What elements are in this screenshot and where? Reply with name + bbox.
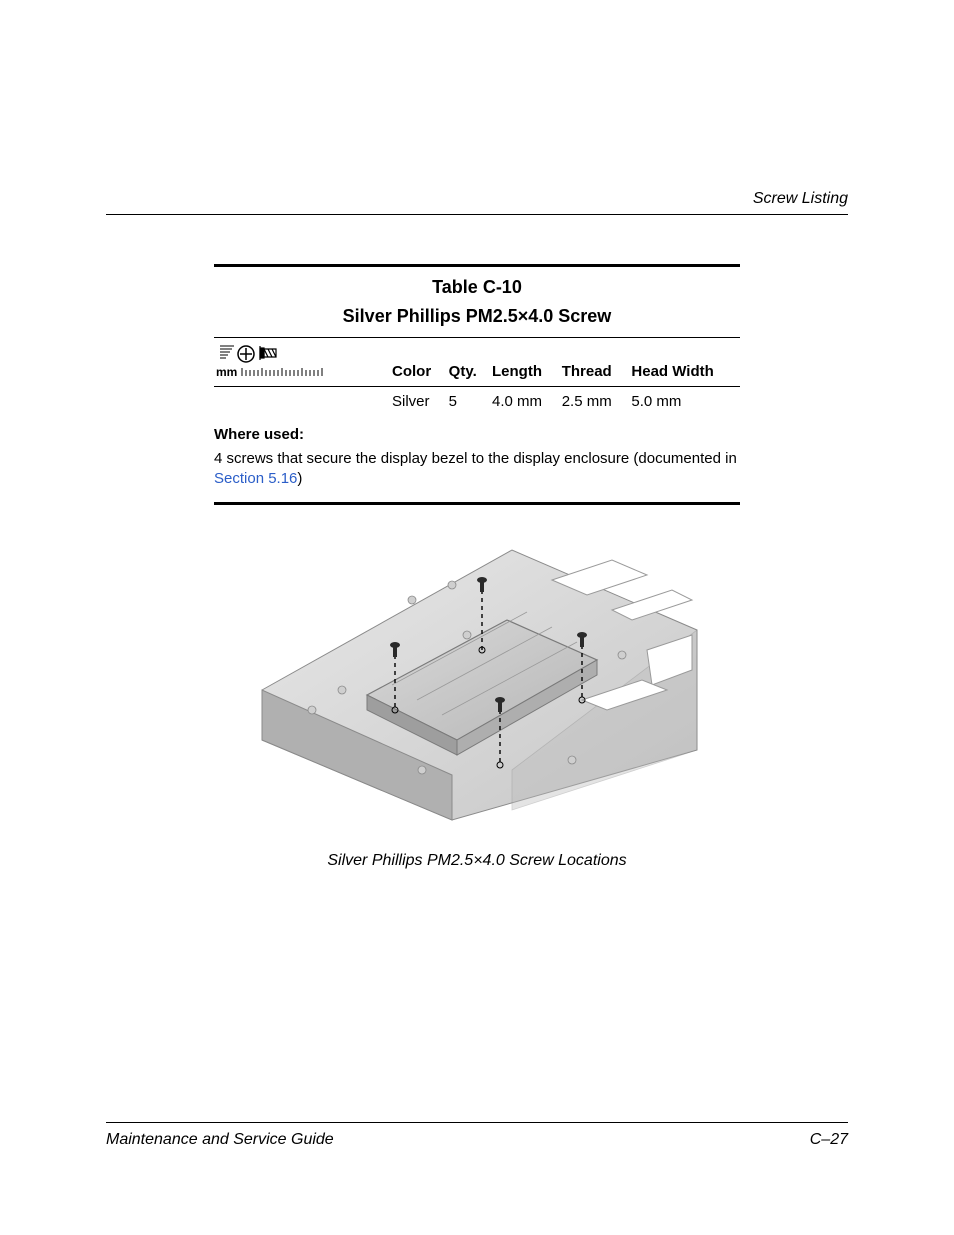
figure-caption: Silver Phillips PM2.5×4.0 Screw Location… <box>327 852 626 870</box>
where-used-before: 4 screws that secure the display bezel t… <box>214 450 737 467</box>
table-bottom-rule <box>214 502 740 505</box>
col-thread: Thread <box>562 338 632 387</box>
page: Screw Listing Table C-10 Silver Phillips… <box>0 0 954 1235</box>
footer-left: Maintenance and Service Guide <box>106 1131 334 1149</box>
where-used-label: Where used: <box>214 426 740 443</box>
where-used-after: ) <box>297 470 302 487</box>
cell-headwidth: 5.0 mm <box>631 387 740 417</box>
icon-header-cell: mm <box>214 338 392 387</box>
running-head: Screw Listing <box>753 190 848 208</box>
header-rule <box>106 214 848 215</box>
table-top-rule <box>214 264 740 267</box>
cell-qty: 5 <box>449 387 492 417</box>
footer-right: C–27 <box>810 1131 848 1149</box>
cell-thread: 2.5 mm <box>562 387 632 417</box>
cell-length: 4.0 mm <box>492 387 562 417</box>
screw-scale-icon: mm <box>214 344 384 380</box>
col-length: Length <box>492 338 562 387</box>
table-row: Silver 5 4.0 mm 2.5 mm 5.0 mm <box>214 387 740 417</box>
screw-location-figure <box>252 540 702 830</box>
table-number: Table C-10 <box>214 277 740 298</box>
mm-label: mm <box>216 365 237 379</box>
col-color: Color <box>392 338 449 387</box>
col-headwidth: Head Width <box>631 338 740 387</box>
table-title: Silver Phillips PM2.5×4.0 Screw <box>214 306 740 327</box>
section-link[interactable]: Section 5.16 <box>214 470 297 487</box>
cell-color: Silver <box>392 387 449 417</box>
col-qty: Qty. <box>449 338 492 387</box>
table-header-row: mm <box>214 338 740 387</box>
spec-table: mm <box>214 337 740 416</box>
figure-wrap: Silver Phillips PM2.5×4.0 Screw Location… <box>0 540 954 870</box>
screw-table-block: Table C-10 Silver Phillips PM2.5×4.0 Scr… <box>214 264 740 505</box>
where-used-text: 4 screws that secure the display bezel t… <box>214 449 740 490</box>
footer-rule <box>106 1122 848 1123</box>
